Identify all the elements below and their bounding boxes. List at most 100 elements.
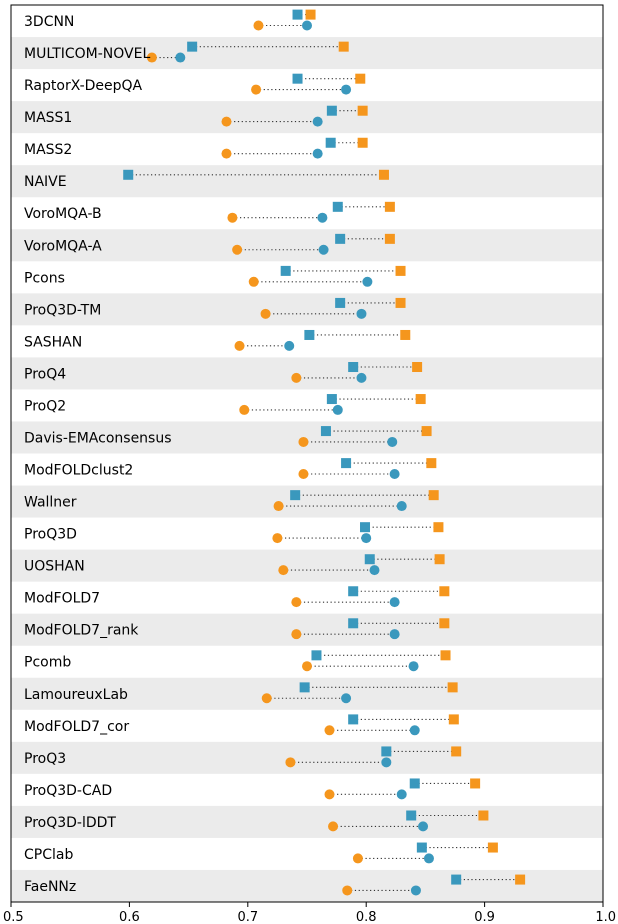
orange-square-point [395, 297, 406, 308]
orange-circle-point [324, 789, 335, 800]
orange-square-point [448, 714, 459, 725]
blue-circle-point [361, 533, 372, 544]
orange-square-point [434, 554, 445, 565]
orange-square-point [447, 682, 458, 693]
blue-square-point [341, 458, 352, 469]
x-tick-label: 0.5 [3, 910, 24, 924]
row-label: ProQ4 [24, 366, 66, 382]
row-label: FaeNNz [24, 879, 76, 895]
blue-square-point [320, 426, 331, 437]
row-label: LamoureuxLab [24, 687, 128, 703]
orange-square-point [355, 73, 366, 84]
blue-square-point [360, 522, 371, 533]
blue-square-point [406, 810, 417, 821]
blue-square-point [292, 73, 303, 84]
orange-circle-point [239, 404, 250, 415]
row-label: VoroMQA-B [24, 206, 102, 222]
row-label: ModFOLD7 [24, 591, 100, 607]
blue-circle-point [396, 789, 407, 800]
blue-circle-point [410, 885, 421, 896]
row-label: ProQ3D-CAD [24, 783, 112, 799]
orange-square-point [384, 201, 395, 212]
x-axis-ticks: 0.5 0.6 0.7 0.8 0.9 1.0 [3, 902, 616, 924]
blue-circle-point [381, 757, 392, 768]
orange-circle-point [234, 340, 245, 351]
orange-square-point [487, 842, 498, 853]
row-band [11, 165, 603, 198]
blue-square-point [304, 329, 315, 340]
plot-frame [10, 4, 604, 903]
row-label: ProQ3 [24, 751, 66, 767]
orange-square-point [515, 874, 526, 885]
orange-circle-point [260, 308, 271, 319]
blue-square-point [348, 362, 359, 373]
row-label: Pcons [24, 270, 65, 286]
orange-square-point [338, 41, 349, 52]
orange-circle-point [261, 693, 272, 704]
blue-square-point [326, 394, 337, 405]
row-label: VoroMQA-A [24, 238, 102, 254]
row-label: MULTICOM-NOVEL [24, 46, 150, 62]
row-label: SASHAN [24, 334, 82, 350]
orange-square-point [478, 810, 489, 821]
row-band [11, 293, 603, 326]
blue-square-point [123, 169, 134, 180]
row-label: Pcomb [24, 655, 71, 671]
blue-square-point [348, 618, 359, 629]
orange-circle-point [221, 116, 232, 127]
orange-circle-point [291, 597, 302, 608]
blue-square-point [409, 778, 420, 789]
data-marks [123, 9, 526, 896]
row-label: ProQ3D-TM [24, 302, 101, 318]
orange-square-point [451, 746, 462, 757]
blue-square-point [187, 41, 198, 52]
orange-square-point [433, 522, 444, 533]
orange-circle-point [324, 725, 335, 736]
row-label: MASS2 [24, 142, 72, 158]
blue-circle-point [312, 148, 323, 159]
row-label: Wallner [24, 495, 77, 511]
orange-circle-point [272, 533, 283, 544]
orange-square-point [440, 650, 451, 661]
orange-square-point [428, 490, 439, 501]
orange-square-point [305, 9, 316, 20]
row-label: 3DCNN [24, 14, 74, 30]
blue-circle-point [387, 436, 398, 447]
row-label: MASS1 [24, 110, 72, 126]
orange-square-point [439, 586, 450, 597]
orange-circle-point [285, 757, 296, 768]
row-band [11, 869, 603, 902]
orange-circle-point [328, 821, 339, 832]
row-label: RaptorX-DeepQA [24, 78, 143, 94]
orange-square-point [470, 778, 481, 789]
row-label: NAIVE [24, 174, 67, 190]
orange-circle-point [146, 52, 157, 63]
blue-square-point [335, 297, 346, 308]
orange-circle-point [291, 629, 302, 640]
row-label: ProQ3D-lDDT [24, 815, 116, 831]
row-band [11, 613, 603, 646]
row-band [11, 485, 603, 518]
row-label: ModFOLDclust2 [24, 463, 133, 479]
row-bands [11, 37, 603, 902]
orange-circle-point [278, 565, 289, 576]
blue-circle-point [302, 20, 312, 31]
orange-square-point [357, 105, 368, 116]
blue-square-point [416, 842, 427, 853]
row-label: Davis-EMAconsensus [24, 430, 172, 446]
x-tick-label: 1.0 [595, 910, 616, 924]
orange-circle-point [302, 661, 312, 672]
x-tick-label: 0.9 [474, 910, 495, 924]
orange-circle-point [298, 469, 309, 480]
orange-square-point [357, 137, 368, 148]
blue-circle-point [356, 372, 367, 383]
orange-square-point [378, 169, 389, 180]
blue-square-point [290, 490, 301, 501]
blue-circle-point [418, 821, 429, 832]
blue-circle-point [175, 52, 186, 63]
blue-square-point [348, 586, 359, 597]
orange-circle-point [227, 212, 238, 223]
blue-circle-point [284, 340, 295, 351]
blue-circle-point [409, 725, 420, 736]
blue-circle-point [396, 501, 407, 512]
